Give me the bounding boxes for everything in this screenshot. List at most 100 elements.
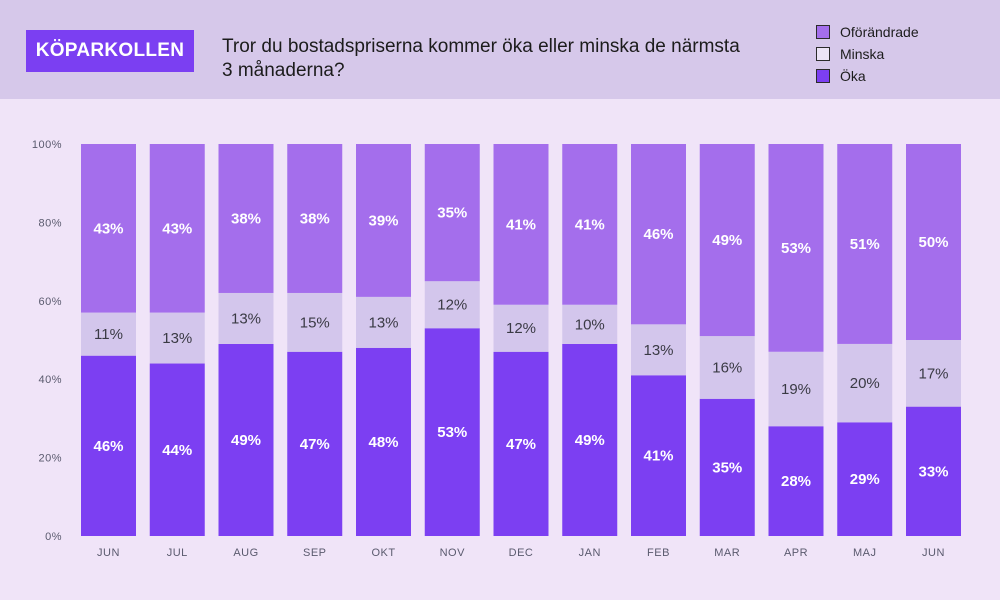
y-tick-label: 0% <box>45 531 62 543</box>
bar-segment-ka <box>837 422 893 536</box>
y-tick-label: 40% <box>38 374 62 386</box>
data-label: 19% <box>781 381 811 398</box>
bar-segment-ofrndrade <box>424 144 480 282</box>
data-label: 10% <box>575 316 605 333</box>
data-label: 39% <box>368 212 398 229</box>
data-label: 38% <box>300 210 330 227</box>
bar-segment-minska <box>81 312 136 356</box>
bar-segment-ka <box>81 355 136 536</box>
data-label: 17% <box>918 365 948 382</box>
bar-segment-ka <box>699 398 755 536</box>
bar-segment-ofrndrade <box>562 144 618 305</box>
bar-segment-minska <box>768 351 824 427</box>
data-label: 53% <box>437 424 467 441</box>
y-tick-label: 20% <box>38 453 62 465</box>
bar-segment-ofrndrade <box>906 144 961 340</box>
bar-segment-minska <box>149 312 205 364</box>
bar-segment-ofrndrade <box>837 144 893 344</box>
data-label: 44% <box>162 442 192 459</box>
x-tick-label: APR <box>784 547 808 559</box>
data-label: 47% <box>300 436 330 453</box>
bar-segment-minska <box>218 292 274 344</box>
x-tick-label: FEB <box>647 547 670 559</box>
data-label: 13% <box>162 330 192 347</box>
bar-segment-ofrndrade <box>699 144 755 337</box>
data-label: 49% <box>231 432 261 449</box>
data-label: 47% <box>506 436 536 453</box>
bar-segment-ka <box>218 343 274 536</box>
bar-segment-ka <box>906 406 961 536</box>
data-label: 48% <box>368 434 398 451</box>
bar-segment-ofrndrade <box>493 144 549 305</box>
bar-segment-ofrndrade <box>218 144 274 293</box>
data-label: 12% <box>506 320 536 337</box>
bar-segment-ofrndrade <box>768 144 824 352</box>
x-tick-label: AUG <box>233 547 258 559</box>
data-label: 51% <box>850 236 880 253</box>
header-bar: KÖPARKOLLEN Tror du bostadspriserna komm… <box>0 0 1000 99</box>
x-tick-label: SEP <box>303 547 327 559</box>
bar-segment-ka <box>768 426 824 536</box>
bar-segment-ka <box>631 375 686 536</box>
bar-segment-minska <box>631 324 686 376</box>
bar-segment-ka <box>562 343 618 536</box>
data-label: 46% <box>643 226 673 243</box>
data-label: 49% <box>575 432 605 449</box>
x-tick-label: NOV <box>440 547 466 559</box>
legend-swatch-minska <box>816 47 830 61</box>
data-label: 15% <box>300 314 330 331</box>
data-label: 12% <box>437 297 467 314</box>
legend-item-minska: Minska <box>816 43 919 65</box>
data-label: 41% <box>575 216 605 233</box>
legend-swatch-oka <box>816 69 830 83</box>
x-tick-label: JUN <box>922 547 945 559</box>
bar-segment-minska <box>837 343 893 423</box>
bar-segment-minska <box>287 292 343 352</box>
legend-label-oforandrade: Oförändrade <box>840 24 919 40</box>
bar-segment-ka <box>424 328 480 536</box>
data-label: 49% <box>712 232 742 249</box>
bar-segment-minska <box>699 336 755 399</box>
legend-swatch-oforandrade <box>816 25 830 39</box>
x-tick-label: DEC <box>509 547 534 559</box>
data-label: 13% <box>368 314 398 331</box>
data-label: 13% <box>231 310 261 327</box>
chart-title: Tror du bostadspriserna kommer öka eller… <box>222 36 740 81</box>
bar-segment-minska <box>562 304 618 344</box>
y-tick-label: 60% <box>38 296 62 308</box>
data-label: 53% <box>781 240 811 257</box>
data-label: 28% <box>781 473 811 490</box>
legend-label-minska: Minska <box>840 46 885 62</box>
data-label: 13% <box>643 342 673 359</box>
data-label: 35% <box>712 459 742 476</box>
data-label: 41% <box>643 448 673 465</box>
bar-segment-ofrndrade <box>149 144 205 313</box>
x-tick-label: OKT <box>371 547 395 559</box>
data-label: 43% <box>93 220 123 237</box>
bar-segment-ka <box>149 363 205 536</box>
legend-item-oforandrade: Oförändrade <box>816 21 919 43</box>
bar-segment-minska <box>906 340 961 407</box>
data-label: 38% <box>231 210 261 227</box>
legend: Oförändrade Minska Öka <box>816 21 919 87</box>
x-tick-label: MAJ <box>853 547 877 559</box>
x-tick-label: JUL <box>167 547 188 559</box>
data-label: 33% <box>918 463 948 480</box>
data-label: 46% <box>93 438 123 455</box>
y-tick-label: 100% <box>32 139 62 151</box>
bar-segment-minska <box>493 304 549 352</box>
data-label: 43% <box>162 220 192 237</box>
bar-segment-ofrndrade <box>356 144 411 297</box>
x-tick-label: JUN <box>97 547 120 559</box>
data-label: 50% <box>918 234 948 251</box>
bar-segment-minska <box>356 296 411 348</box>
bar-segment-ofrndrade <box>287 144 343 293</box>
data-label: 16% <box>712 359 742 376</box>
y-tick-label: 80% <box>38 217 62 229</box>
data-label: 20% <box>850 375 880 392</box>
bar-segment-minska <box>424 281 480 329</box>
data-label: 35% <box>437 205 467 222</box>
bar-segment-ka <box>356 347 411 536</box>
x-tick-label: JAN <box>579 547 601 559</box>
